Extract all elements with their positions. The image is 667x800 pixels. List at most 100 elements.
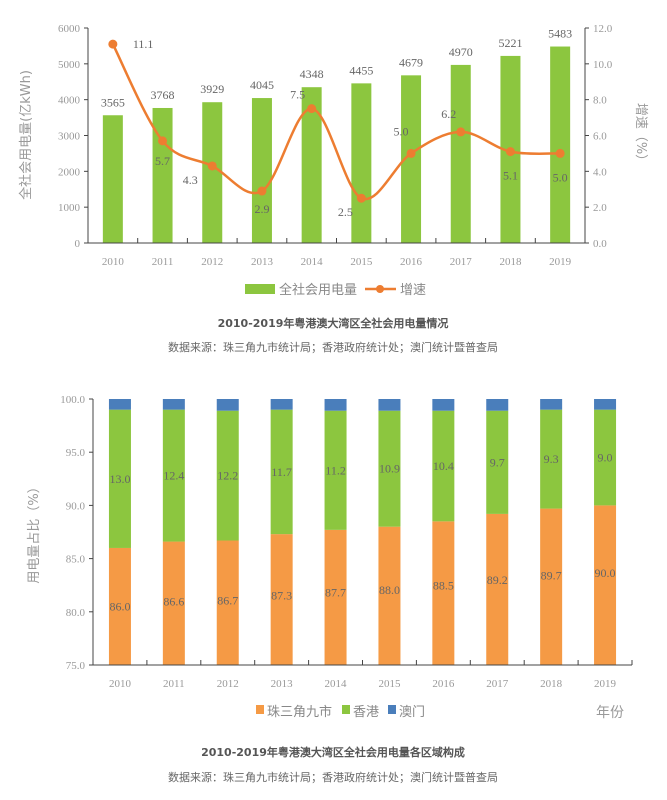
bar [401,75,422,243]
bar-segment-prd [324,529,347,665]
growth-point [257,186,267,196]
bar-data-label: 11.2 [325,463,346,477]
x-tick-label: 2017 [486,678,509,690]
x-tick-label: 2016 [400,256,423,268]
bar-segment-macau [486,399,509,411]
growth-point [108,39,118,49]
legend-swatch-prd [256,705,264,714]
bar-segment-hk [486,410,509,514]
bar-segment-hk [540,409,563,509]
y-tick-label: 5000 [58,59,81,71]
growth-data-label: 2.5 [338,205,353,219]
y2-tick-label: 8.0 [593,95,607,107]
growth-point [307,104,317,114]
y2-tick-label: 10.0 [593,59,613,71]
x-tick-label: 2013 [251,256,274,268]
bar-data-label: 4348 [300,67,324,81]
bar-segment-prd [540,508,563,665]
y2-tick-label: 12.0 [593,23,613,35]
legend-label-consumption: 全社会用电量 [279,282,357,298]
bar-data-label: 12.4 [163,469,184,483]
y-tick-label: 0 [75,238,81,250]
bar-segment-prd [486,513,509,665]
y-tick-label: 75.0 [66,660,86,672]
x-tick-label: 2015 [350,256,373,268]
y-tick-label: 80.0 [66,607,86,619]
x-tick-label: 2017 [450,256,473,268]
bar-segment-prd [216,540,239,665]
bar-segment-macau [324,399,347,411]
bar-segment-macau [162,399,185,410]
bar-data-label: 90.0 [595,566,616,580]
growth-data-label: 7.5 [290,88,305,102]
y-tick-label: 100.0 [60,394,85,406]
bar [351,83,372,243]
y2-axis-label: 增速（%） [633,103,648,167]
bar-data-label: 10.4 [433,459,454,473]
bar-segment-hk [594,409,617,506]
bar-segment-prd [432,521,455,665]
bar-data-label: 86.6 [163,594,184,608]
chart-region-share: 75.0 80.0 85.0 90.0 95.0 100.0 86.0 13.0 2010 86.… [60,394,633,690]
bar-data-label: 86.0 [109,599,130,613]
x-tick-label: 2012 [201,256,223,268]
bar [202,102,223,243]
growth-data-label: 5.0 [553,170,568,184]
bar-segment-hk [162,409,185,542]
legend-swatch-marker [376,285,384,293]
bar [301,87,322,244]
chart-title: 2010-2019年粤港澳大湾区全社会用电量各区域构成 [201,745,465,759]
bar [550,46,571,243]
growth-data-label: 11.1 [133,37,154,51]
y2-tick-label: 0.0 [593,238,607,250]
x-tick-label: 2014 [325,678,348,690]
bar-data-label: 9.7 [490,455,505,469]
bar-data-label: 11.7 [271,465,292,479]
y-tick-label: 6000 [58,23,81,35]
bar-segment-hk [432,410,455,522]
bar-data-label: 86.7 [217,594,238,608]
y-tick-label: 4000 [58,95,81,107]
y-tick-label: 3000 [58,131,81,143]
bar-data-label: 4045 [250,78,274,92]
bar-segment-hk [378,410,401,527]
bar-data-label: 9.0 [598,451,613,465]
x-tick-label: 2011 [163,678,185,690]
growth-point [406,148,416,158]
bar-data-label: 88.0 [379,583,400,597]
chart-electricity-consumption: 0 1000 2000 3000 4000 5000 6000 0.0 2.0 4.0 6.0 8.0… [58,23,613,268]
chart-source: 数据来源：珠三角九市统计局；香港政府统计处；澳门统计暨普查局 [168,340,498,354]
bar-segment-macau [108,399,131,410]
legend-label-hk: 香港 [353,705,379,720]
bar-data-label: 3929 [200,82,224,96]
bar-segment-macau [540,399,563,410]
growth-data-label: 4.3 [183,173,198,187]
bar-segment-prd [594,505,617,665]
growth-point [207,161,217,171]
y-axis-label: 全社会用电量(亿kWh) [18,70,34,200]
growth-point [456,127,466,137]
legend-swatch-bar [245,284,275,294]
bar [152,107,173,243]
bar-segment-macau [432,399,455,411]
bar-data-label: 5221 [498,36,522,50]
bar-data-label: 9.3 [544,452,559,466]
y-tick-label: 85.0 [66,554,86,566]
legend-swatch-hk [342,705,350,714]
bar-data-label: 5483 [548,27,572,41]
bar-data-label: 10.9 [379,462,400,476]
x-tick-label: 2015 [378,678,401,690]
x-tick-label: 2018 [499,256,522,268]
bar-data-label: 87.3 [271,589,292,603]
chart-source: 数据来源：珠三角九市统计局；香港政府统计处；澳门统计暨普查局 [168,770,498,784]
legend-label-prd: 珠三角九市 [267,704,332,720]
chart-title: 2010-2019年粤港澳大湾区全社会用电量情况 [218,316,449,330]
bar-segment-prd [270,534,293,665]
bar-segment-hk [216,410,239,541]
bar-segment-prd [162,541,185,665]
bar-data-label: 89.2 [487,573,508,587]
bar [102,115,123,243]
x-tick-label: 2019 [549,256,572,268]
bar-segment-macau [378,399,401,411]
y2-tick-label: 6.0 [593,131,607,143]
